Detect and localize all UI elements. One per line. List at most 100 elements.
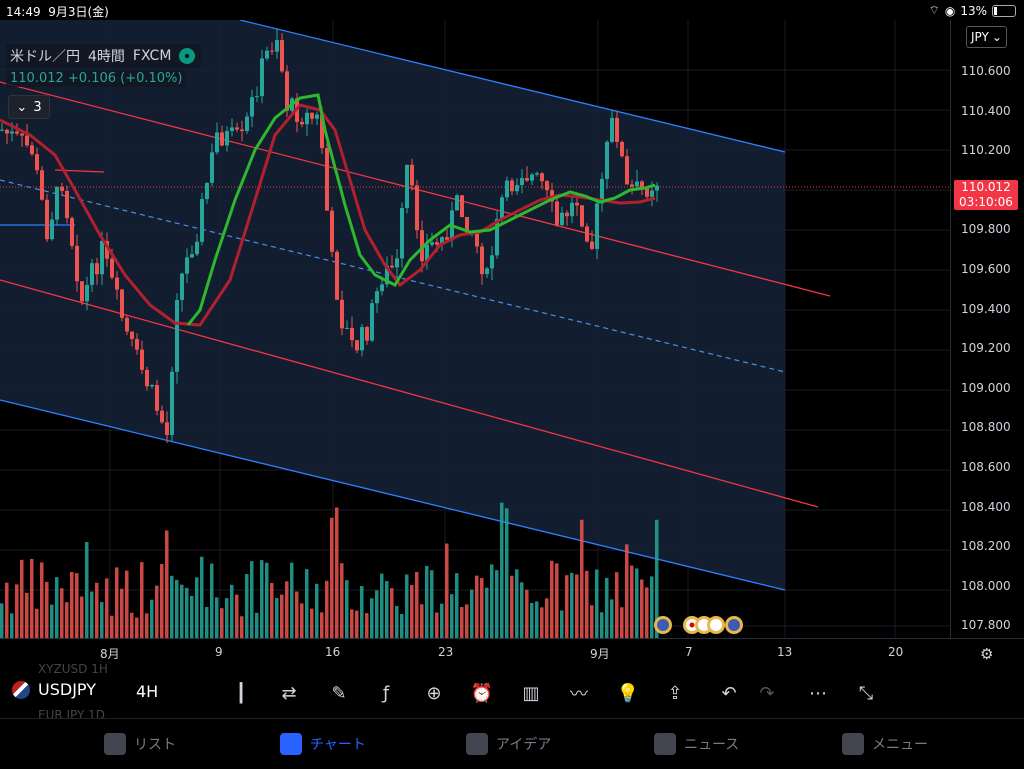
- share-icon[interactable]: ⇪: [667, 682, 683, 704]
- studies-toggle-button[interactable]: ⌄ 3: [8, 95, 50, 119]
- candle-body: [115, 277, 119, 290]
- volume-bar: [170, 575, 174, 638]
- tab-news[interactable]: ニュース: [654, 733, 739, 755]
- volume-bar: [285, 581, 289, 638]
- volume-bar: [610, 599, 614, 638]
- volume-bar: [200, 556, 204, 638]
- candle-body: [225, 131, 229, 146]
- volume-bar: [470, 589, 474, 638]
- volume-bar: [445, 543, 449, 638]
- candle-body: [135, 338, 139, 350]
- tab-list[interactable]: リスト: [104, 733, 176, 755]
- volume-bar: [185, 587, 189, 638]
- candle-body: [120, 289, 124, 318]
- candle-body: [125, 317, 129, 332]
- candles-icon[interactable]: ┃: [235, 682, 247, 704]
- volume-bar: [15, 584, 19, 638]
- volume-bar: [550, 560, 554, 638]
- menu-icon: [842, 733, 864, 755]
- volume-bar: [60, 588, 64, 638]
- more-icon[interactable]: ⋯: [809, 682, 827, 704]
- bottom-toolbar: XYZUSD 1H EUR JPY 1D USDJPY 4H ┃ ⇄ ✎ ƒ ⊕…: [0, 662, 1024, 722]
- price-tick: 109.000: [961, 380, 1011, 395]
- volume-bar: [145, 613, 149, 638]
- tab-ideas[interactable]: アイデア: [466, 733, 551, 755]
- candle-body: [580, 205, 584, 227]
- undo-icon[interactable]: ↶: [721, 682, 737, 704]
- volume-bar: [290, 562, 294, 638]
- candle-body: [475, 232, 479, 247]
- candle-body: [110, 258, 114, 278]
- tab-label: メニュー: [872, 737, 928, 753]
- bars-icon[interactable]: ▥: [522, 682, 540, 704]
- candle-body: [510, 180, 514, 192]
- volume-bar: [130, 612, 134, 638]
- volume-bar: [55, 577, 59, 638]
- drawing-icon[interactable]: ✎: [331, 682, 347, 704]
- candle-body: [405, 164, 409, 208]
- chart-pane[interactable]: 米ドル／円 4時間 FXCM 110.012 +0.106 (+0.10%) ⌄…: [0, 20, 950, 638]
- volume-bar: [160, 564, 164, 638]
- indicators-icon[interactable]: ƒ: [382, 682, 390, 704]
- candle-body: [445, 237, 449, 240]
- symbol-selector[interactable]: USDJPY: [12, 680, 96, 699]
- volume-bar: [225, 598, 229, 638]
- alert-icon[interactable]: ⏰: [470, 682, 494, 704]
- candle-body: [575, 202, 579, 206]
- volume-bar: [350, 609, 354, 638]
- price-axis[interactable]: 110.600110.400110.200110.000109.800109.6…: [950, 20, 1024, 638]
- compare-icon[interactable]: ⇄: [281, 682, 297, 704]
- ideas-bulb-icon[interactable]: 💡: [616, 682, 640, 704]
- candle-body: [380, 284, 384, 292]
- tab-chart[interactable]: チャート: [280, 733, 366, 755]
- price-tick: 110.600: [961, 64, 1011, 78]
- volume-bar: [490, 564, 494, 638]
- volume-bar: [45, 581, 49, 638]
- volume-bar: [505, 508, 509, 638]
- volume-bar: [5, 582, 9, 638]
- volume-bar: [645, 587, 649, 638]
- price-tick: 107.800: [961, 618, 1011, 633]
- timeframe-button[interactable]: 4H: [136, 682, 159, 701]
- candle-body: [245, 116, 249, 132]
- add-icon[interactable]: ⊕: [426, 682, 442, 704]
- volume-bar: [135, 617, 139, 638]
- candle-body: [235, 127, 239, 130]
- candle-body: [630, 184, 634, 187]
- volume-bar: [360, 586, 364, 638]
- time-axis[interactable]: 8月 9 16 23 9月 7 13 20 ⚙: [0, 638, 1024, 667]
- current-price-label: 110.012 03:10:06: [954, 180, 1018, 210]
- volume-bar: [475, 575, 479, 638]
- price-chart[interactable]: [0, 20, 950, 638]
- volume-bar: [545, 598, 549, 638]
- trend-icon[interactable]: 〰: [570, 684, 588, 705]
- candle-body: [5, 129, 9, 134]
- candle-body: [40, 170, 44, 200]
- candle-body: [465, 217, 469, 234]
- symbol-legend[interactable]: 米ドル／円 4時間 FXCM: [6, 44, 202, 68]
- candle-body: [35, 154, 39, 171]
- price-tick: 110.400: [961, 103, 1011, 118]
- candle-body: [385, 265, 389, 285]
- price-tick: 109.200: [961, 341, 1011, 356]
- candle-body: [645, 188, 649, 197]
- price-tick: 109.400: [961, 301, 1011, 316]
- volume-bar: [175, 579, 179, 638]
- settings-gear-icon[interactable]: ⚙: [980, 645, 994, 663]
- candle-body: [605, 141, 609, 179]
- volume-bar: [305, 569, 309, 638]
- volume-bar: [605, 577, 609, 638]
- currency-button[interactable]: JPY ⌄: [966, 26, 1007, 48]
- tab-menu[interactable]: メニュー: [842, 733, 928, 755]
- volume-bar: [400, 613, 404, 638]
- fullscreen-icon[interactable]: ⤡: [858, 682, 874, 704]
- candle-body: [540, 173, 544, 182]
- redo-icon[interactable]: ↷: [759, 682, 775, 704]
- volume-bar: [395, 605, 399, 638]
- current-price-value: 110.012: [961, 180, 1011, 194]
- candle-body: [330, 210, 334, 252]
- volume-bar: [140, 562, 144, 638]
- star-icon: [104, 733, 126, 755]
- volume-bar: [540, 607, 544, 638]
- candle-body: [130, 331, 134, 339]
